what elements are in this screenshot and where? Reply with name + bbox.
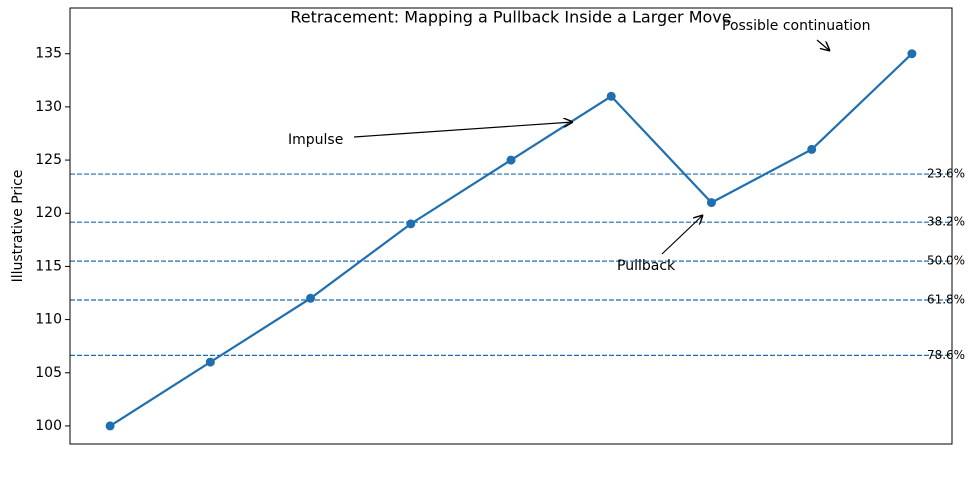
price-point xyxy=(306,293,316,303)
price-point xyxy=(406,219,416,229)
retracement-label: 23.6% xyxy=(927,167,965,181)
annotation-arrow xyxy=(661,215,703,255)
annotation-text: Pullback xyxy=(617,258,676,274)
chart-title: Retracement: Mapping a Pullback Inside a… xyxy=(290,8,731,27)
retracement-label: 38.2% xyxy=(927,215,965,229)
y-tick-label: 130 xyxy=(35,99,62,115)
annotation-text: Impulse xyxy=(288,132,343,148)
price-point xyxy=(205,357,215,367)
y-axis-label: Illustrative Price xyxy=(10,170,26,283)
price-point xyxy=(907,49,917,59)
retracement-label: 78.6% xyxy=(927,348,965,362)
retracement-label: 61.8% xyxy=(927,292,965,306)
y-tick-label: 105 xyxy=(35,365,62,381)
y-tick-label: 115 xyxy=(35,258,62,274)
price-point xyxy=(606,91,616,101)
price-point xyxy=(506,155,516,165)
price-point xyxy=(807,144,817,154)
price-point xyxy=(105,421,115,431)
y-tick-label: 110 xyxy=(35,312,62,328)
price-point xyxy=(706,198,716,208)
annotation-arrow xyxy=(816,39,830,51)
price-line xyxy=(109,52,913,427)
plot-frame xyxy=(69,7,953,445)
y-tick-label: 135 xyxy=(35,46,62,62)
y-tick-label: 120 xyxy=(35,205,62,221)
annotation-arrow xyxy=(353,122,573,138)
retracement-label: 50.0% xyxy=(927,254,965,268)
annotation-text: Possible continuation xyxy=(722,18,870,34)
y-tick-label: 125 xyxy=(35,152,62,168)
y-tick-label: 100 xyxy=(35,418,62,434)
